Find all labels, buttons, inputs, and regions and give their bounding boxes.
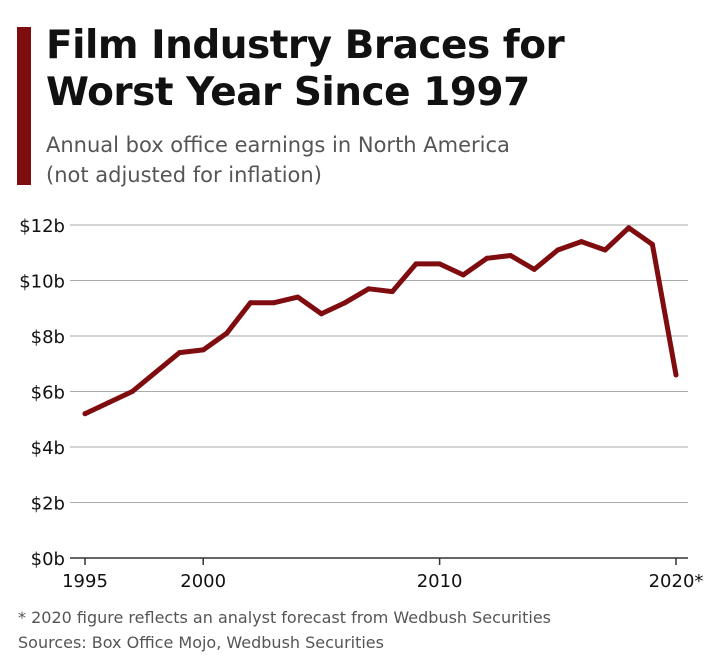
data-point — [366, 286, 372, 292]
y-tick-label: $12b — [19, 216, 65, 237]
data-point — [626, 225, 632, 231]
footnote-text: * 2020 figure reflects an analyst foreca… — [18, 608, 552, 627]
y-tick-label: $2b — [31, 494, 65, 515]
data-point — [437, 261, 443, 267]
data-point — [413, 261, 419, 267]
sources-text: Sources: Box Office Mojo, Wedbush Securi… — [18, 633, 384, 652]
data-point — [389, 289, 395, 295]
x-tick-label: 1995 — [62, 571, 108, 592]
chart-subtitle: Annual box office earnings in North Amer… — [46, 130, 686, 190]
data-point — [200, 347, 206, 353]
y-tick-label: $8b — [31, 327, 65, 348]
y-tick-label: $0b — [31, 549, 65, 570]
data-point — [295, 294, 301, 300]
y-tick-label: $6b — [31, 383, 65, 404]
chart-subtitle-line-1: Annual box office earnings in North Amer… — [46, 133, 510, 157]
y-tick-label: $10b — [19, 272, 65, 293]
data-point — [484, 255, 490, 261]
series-line — [82, 225, 679, 417]
data-point — [82, 411, 88, 417]
x-tick-label: 2000 — [180, 571, 226, 592]
chart-subtitle-line-2: (not adjusted for inflation) — [46, 163, 322, 187]
data-point — [224, 330, 230, 336]
data-point — [129, 389, 135, 394]
data-point — [247, 300, 253, 306]
chart-title-line-2: Worst Year Since 1997 — [46, 70, 530, 115]
x-tick-label: 2020* — [649, 571, 704, 592]
chart-footer: * 2020 figure reflects an analyst foreca… — [18, 608, 551, 658]
x-tick-label: 2010 — [417, 571, 463, 592]
y-tick-label: $4b — [31, 438, 65, 459]
data-point — [578, 239, 584, 245]
chart-title-line-1: Film Industry Braces for — [46, 23, 565, 68]
data-point — [508, 253, 514, 259]
data-point — [342, 300, 348, 306]
accent-bar — [17, 27, 31, 185]
data-point — [555, 247, 561, 253]
data-point — [106, 400, 112, 406]
data-point — [531, 266, 537, 272]
data-point — [460, 272, 466, 278]
data-point — [649, 241, 655, 247]
chart-title: Film Industry Braces for Worst Year Sinc… — [46, 22, 686, 116]
data-point — [673, 372, 679, 378]
data-point — [602, 247, 608, 253]
data-point — [318, 311, 324, 317]
data-point — [177, 350, 183, 356]
line-chart: $0b $2b $4b $6b $8b $10b $12b 1995 2000 2010 2020* — [19, 216, 704, 592]
data-point — [153, 369, 159, 375]
data-point — [271, 300, 277, 306]
